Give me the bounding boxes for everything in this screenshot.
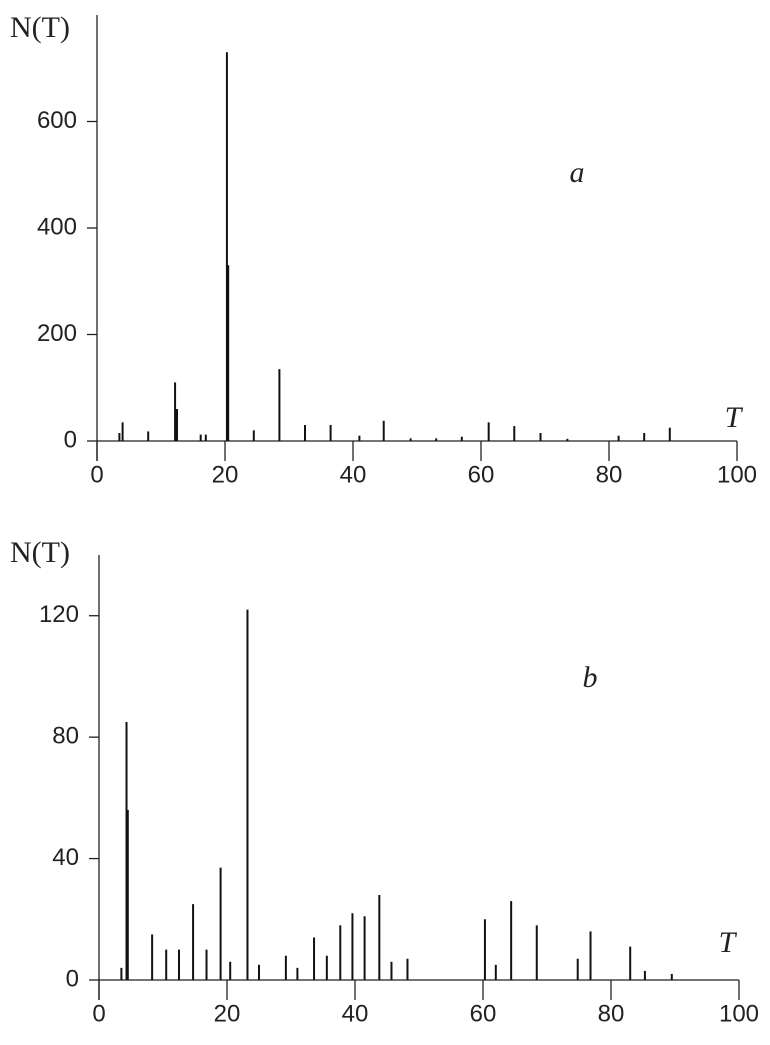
y-tick-label: 200	[37, 320, 77, 347]
y-tick-label: 0	[64, 426, 77, 453]
y-tick-label: 600	[37, 107, 77, 134]
y-axis-label: N(T)	[10, 536, 70, 569]
y-tick-label: 40	[52, 844, 79, 871]
x-tick-label: 80	[598, 1000, 625, 1027]
x-tick-label: 40	[340, 461, 367, 488]
x-tick-label: 60	[470, 1000, 497, 1027]
panel-label: a	[570, 156, 585, 189]
x-tick-label: 40	[342, 1000, 369, 1027]
x-tick-label: 100	[719, 1000, 759, 1027]
y-tick-label: 80	[52, 722, 79, 749]
x-tick-label: 0	[92, 1000, 105, 1027]
y-tick-label: 400	[37, 213, 77, 240]
x-axis-label: T	[725, 401, 744, 434]
y-tick-label: 120	[39, 601, 79, 628]
x-tick-label: 20	[212, 461, 239, 488]
x-axis-label: T	[719, 926, 738, 959]
x-tick-label: 60	[468, 461, 495, 488]
y-axis-label: N(T)	[10, 11, 70, 44]
panel-label: b	[583, 661, 598, 694]
x-tick-label: 20	[214, 1000, 241, 1027]
x-tick-label: 100	[717, 461, 757, 488]
x-tick-label: 0	[90, 461, 103, 488]
y-tick-label: 0	[66, 965, 79, 992]
x-tick-label: 80	[596, 461, 623, 488]
